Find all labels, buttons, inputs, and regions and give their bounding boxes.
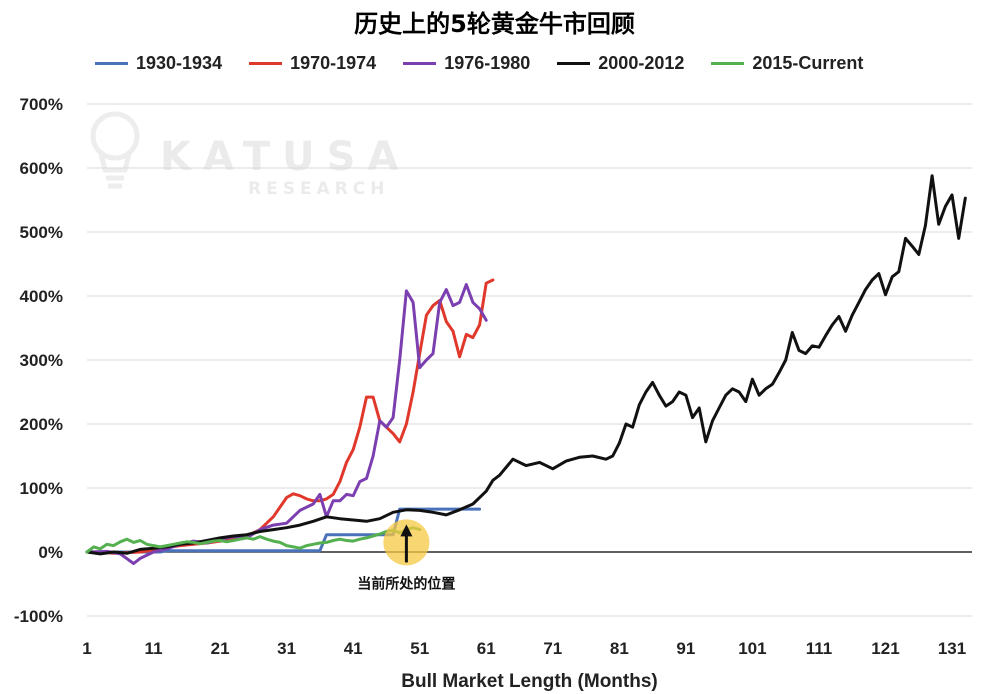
x-tick-label: 31 — [277, 639, 296, 658]
x-tick-label: 81 — [610, 639, 629, 658]
y-tick-label: 600% — [20, 159, 63, 178]
x-tick-label: 11 — [145, 639, 163, 658]
x-tick-label: 1 — [82, 639, 91, 658]
legend-label: 2000-2012 — [598, 52, 685, 73]
legend-label: 1970-1974 — [290, 52, 377, 73]
chart-title: 历史上的5轮黄金牛市回顾 — [354, 10, 635, 38]
series-line-2015-current — [85, 526, 422, 554]
legend-item: 1976-1980 — [403, 53, 530, 74]
legend-swatch — [403, 61, 437, 65]
y-tick-label: 300% — [20, 351, 63, 370]
series-line-2000-2012 — [85, 174, 967, 556]
x-tick-label: 71 — [543, 639, 562, 658]
y-tick-label: 0% — [38, 543, 63, 562]
legend-item: 2015-Current — [711, 53, 863, 74]
watermark-text: KATUSA — [160, 134, 410, 180]
x-axis-title: Bull Market Length (Months) — [401, 671, 657, 692]
legend-swatch — [711, 61, 745, 65]
y-tick-label: 200% — [20, 415, 63, 434]
x-tick-label: 131 — [938, 639, 966, 658]
y-tick-label: 100% — [20, 479, 63, 498]
legend-swatch — [557, 61, 591, 65]
legend-label: 2015-Current — [752, 52, 864, 73]
y-tick-label: 500% — [20, 223, 63, 242]
x-tick-label: 21 — [211, 639, 230, 658]
legend-swatch — [249, 61, 283, 65]
y-tick-label: 400% — [20, 287, 63, 306]
x-tick-label: 111 — [806, 639, 833, 658]
legend-item: 1970-1974 — [249, 53, 376, 74]
legend-item: 1930-1934 — [95, 53, 222, 74]
x-tick-label: 41 — [344, 639, 363, 658]
watermark-subtext: RESEARCH — [248, 179, 390, 199]
x-tick-label: 51 — [410, 639, 429, 658]
current-position-label: 当前所处的位置 — [357, 575, 455, 592]
legend-label: 1976-1980 — [444, 52, 531, 73]
legend-label: 1930-1934 — [136, 52, 223, 73]
x-tick-label: 101 — [738, 639, 766, 658]
y-tick-label: -100% — [14, 607, 63, 626]
x-tick-label: 91 — [676, 639, 695, 658]
y-tick-label: 700% — [20, 95, 63, 114]
x-tick-label: 61 — [477, 639, 496, 658]
legend-item: 2000-2012 — [557, 53, 684, 74]
arrow-icon — [400, 524, 413, 537]
legend: 1930-1934 1970-1974 1976-1980 2000-2012 2015… — [95, 50, 890, 76]
watermark-logo: KATUSA RESEARCH — [90, 111, 410, 199]
legend-swatch — [95, 61, 128, 65]
x-tick-label: 121 — [871, 639, 899, 658]
